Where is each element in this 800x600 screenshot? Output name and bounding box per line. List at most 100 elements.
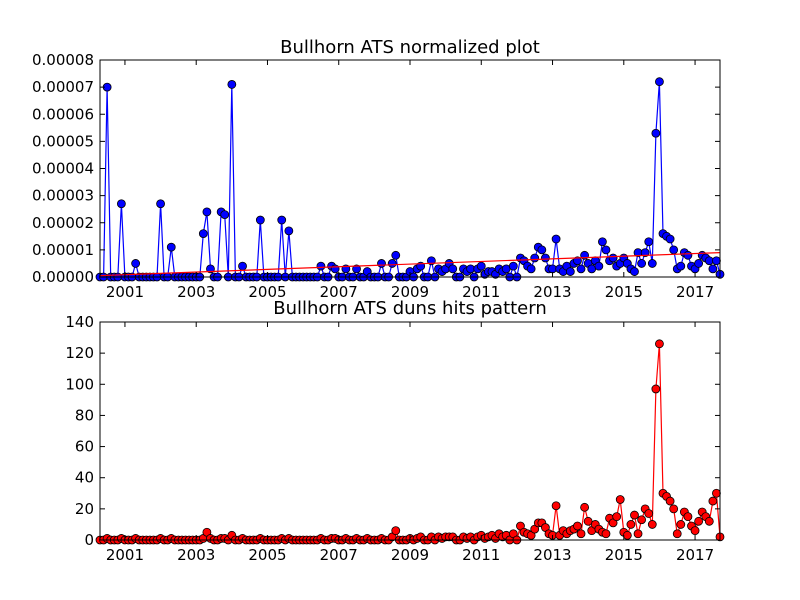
chart-duns-hits: Bullhorn ATS duns hits pattern 2001 2003 2… [65, 298, 725, 564]
x-tick-label: 2005 [248, 283, 286, 301]
x-tick-label: 2005 [248, 546, 286, 564]
data-point [594, 261, 604, 271]
data-point [352, 264, 361, 274]
y-tick-label: 0.00006 [32, 105, 94, 123]
data-point [537, 245, 547, 255]
data-point [637, 259, 647, 268]
x-tick-label: 2013 [533, 546, 571, 564]
data-point [669, 245, 679, 255]
y-tick-label: 0.00003 [32, 187, 94, 205]
data-point [647, 259, 657, 268]
data-point [630, 267, 639, 276]
y-tick-label: 100 [65, 375, 94, 393]
y-tick-label: 0.00002 [32, 214, 94, 232]
data-point [601, 529, 611, 539]
data-point [330, 264, 340, 274]
data-point [683, 512, 693, 522]
chart-title: Bullhorn ATS normalized plot [280, 37, 540, 58]
data-point [156, 199, 165, 209]
y-tick-label: 120 [65, 344, 94, 362]
data-point [387, 259, 397, 268]
y-tick-label: 20 [75, 500, 94, 518]
data-point [448, 264, 458, 274]
chart-normalized: Bullhorn ATS normalized plot 2001 2003 200… [32, 37, 725, 301]
x-tick-label: 2007 [320, 283, 358, 301]
data-point [598, 237, 607, 247]
y-tick-label: 0.00005 [32, 132, 94, 150]
data-point [551, 501, 561, 511]
data-point [565, 267, 575, 276]
y-tick-label: 0.00000 [32, 268, 94, 286]
series-line [100, 343, 721, 542]
x-tick-label: 2009 [391, 546, 429, 564]
data-point [116, 199, 126, 209]
y-tick-label: 0.00001 [32, 241, 94, 259]
data-point [694, 516, 704, 526]
y-tick-label: 40 [75, 469, 94, 487]
data-point [255, 215, 265, 225]
x-tick-label: 2017 [676, 546, 714, 564]
data-point [651, 384, 661, 394]
data-point [633, 529, 643, 539]
y-tick-label: 0.00008 [32, 51, 94, 69]
data-point [640, 248, 650, 257]
data-point [391, 250, 401, 260]
data-point [573, 521, 582, 531]
data-point [612, 512, 622, 522]
data-point [601, 245, 611, 255]
data-point [704, 516, 714, 526]
data-point [198, 229, 208, 239]
data-point [277, 215, 287, 225]
data-point [694, 259, 704, 268]
data-point [630, 510, 639, 520]
data-point [284, 226, 294, 236]
data-point [166, 242, 176, 252]
data-point [647, 520, 657, 529]
x-tick-label: 2011 [462, 283, 500, 301]
chart-title: Bullhorn ATS duns hits pattern [273, 298, 547, 319]
data-point [669, 504, 679, 514]
data-point [202, 207, 212, 217]
data-point [541, 253, 550, 263]
data-point [712, 256, 721, 266]
data-point [526, 264, 536, 274]
data-point [573, 256, 582, 266]
x-tick-label: 2011 [462, 546, 500, 564]
data-point [644, 237, 654, 247]
data-point [676, 261, 686, 271]
y-tick-label: 80 [75, 406, 94, 424]
data-point [644, 509, 654, 518]
data-point [655, 339, 664, 349]
y-tick-label: 140 [65, 313, 94, 331]
data-point [608, 253, 618, 263]
data-point [676, 520, 686, 529]
data-point [655, 77, 664, 87]
trend-line [99, 252, 721, 277]
data-point [665, 496, 675, 506]
data-point [377, 259, 386, 268]
data-point [637, 515, 647, 525]
data-point [665, 234, 675, 244]
data-point [576, 264, 586, 274]
x-tick-label: 2015 [605, 283, 643, 301]
x-tick-label: 2015 [605, 546, 643, 564]
data-point [651, 128, 661, 138]
x-tick-label: 2009 [391, 283, 429, 301]
axes-frame [99, 59, 721, 278]
data-point [551, 234, 561, 244]
data-point [227, 80, 237, 89]
x-tick-label: 2001 [106, 546, 144, 564]
y-tick-label: 0 [84, 531, 94, 549]
x-tick-label: 2001 [106, 283, 144, 301]
axis-ticks: 2001 2003 2005 2007 2009 2011 2013 2015 2017 0 20 4… [65, 313, 720, 564]
data-point [576, 529, 586, 539]
data-point [690, 526, 700, 536]
series-line [100, 81, 721, 280]
axes-frame [99, 321, 721, 541]
x-tick-label: 2003 [177, 283, 215, 301]
data-point [626, 520, 636, 529]
y-tick-label: 0.00004 [32, 160, 94, 178]
data-point [708, 496, 718, 506]
data-point [712, 488, 721, 498]
